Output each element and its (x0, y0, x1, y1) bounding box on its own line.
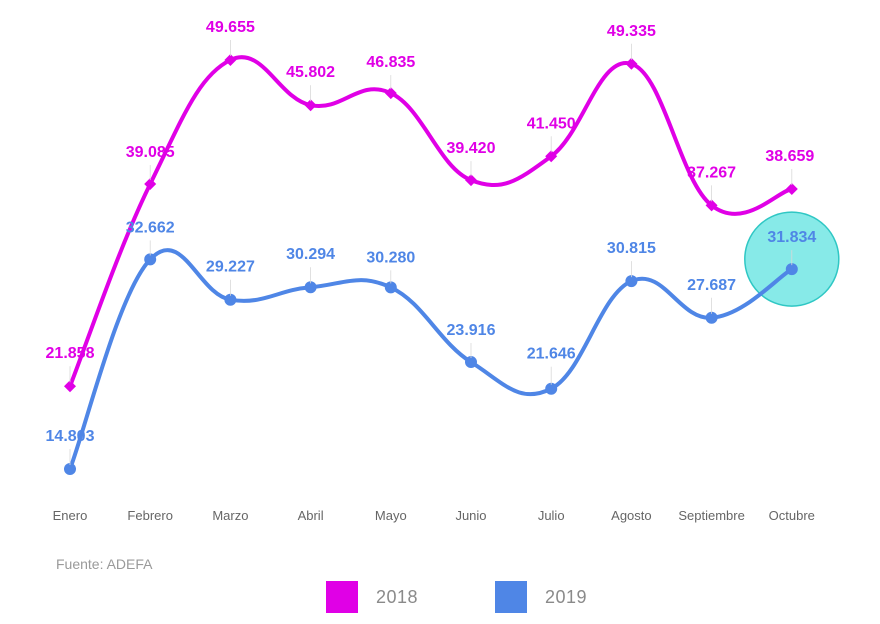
point-2019-marzo (224, 293, 237, 306)
point-2018-febrero (144, 178, 157, 191)
x-tick-label-mayo: Mayo (375, 508, 407, 523)
x-tick-label-febrero: Febrero (127, 508, 173, 523)
point-2018-abril (304, 99, 317, 112)
data-label-2018-mayo: 46.835 (366, 54, 415, 71)
data-label-2018-enero: 21.858 (46, 345, 95, 362)
point-2019-septiembre (705, 311, 718, 324)
point-2018-marzo (224, 54, 237, 66)
point-2018-junio (465, 174, 477, 187)
point-2018-mayo (384, 87, 397, 100)
series-line-2018 (68, 55, 794, 389)
data-label-2018-julio: 41.450 (527, 115, 576, 132)
data-label-2019-marzo: 29.227 (206, 259, 255, 276)
data-label-2019-abril: 30.294 (286, 246, 335, 263)
point-2018-septiembre (705, 199, 718, 212)
data-label-2019-mayo: 30.280 (366, 249, 415, 266)
legend-label-2018: 2018 (376, 586, 419, 607)
x-tick-label-abril: Abril (298, 508, 324, 523)
point-2019-febrero (144, 253, 157, 266)
legend-swatch-2019 (495, 581, 527, 613)
data-label-2018-febrero: 39.085 (126, 144, 175, 161)
data-label-2018-junio: 39.420 (447, 140, 496, 157)
point-2019-junio (465, 356, 477, 369)
point-2018-octubre (785, 183, 798, 196)
point-2018-enero (64, 380, 76, 393)
point-2019-abril (304, 281, 317, 294)
data-label-2019-septiembre: 27.687 (687, 277, 736, 294)
legend-item-2019: 2019 (495, 580, 587, 614)
data-label-2018-octubre: 38.659 (765, 148, 814, 165)
point-2019-enero (64, 463, 76, 475)
x-tick-label-agosto: Agosto (611, 508, 651, 523)
point-2019-agosto (625, 275, 638, 288)
point-2019-mayo (384, 281, 397, 294)
legend-label-2019: 2019 (545, 586, 588, 607)
series-line-2019 (68, 248, 794, 471)
point-2019-octubre (785, 263, 798, 276)
x-tick-label-marzo: Marzo (212, 508, 248, 523)
x-tick-label-enero: Enero (53, 508, 88, 523)
data-label-2018-agosto: 49.335 (607, 23, 656, 40)
data-label-2018-septiembre: 37.267 (687, 164, 736, 181)
point-2018-agosto (625, 57, 638, 70)
point-2019-julio (545, 382, 558, 395)
x-tick-label-julio: Julio (538, 508, 565, 523)
data-label-2019-octubre: 31.834 (767, 229, 816, 246)
source-note: Fuente: ADEFA (56, 556, 153, 572)
legend-item-2018: 2018 (326, 580, 418, 614)
legend-swatch-2018 (326, 581, 358, 613)
data-label-2019-agosto: 30.815 (607, 240, 656, 257)
data-label-2019-junio: 23.916 (447, 322, 496, 339)
data-label-2019-febrero: 32.662 (126, 219, 175, 236)
x-tick-label-octubre: Octubre (769, 508, 815, 523)
x-tick-label-junio: Junio (455, 508, 486, 523)
point-2018-julio (545, 150, 558, 163)
x-tick-label-septiembre: Septiembre (678, 508, 744, 523)
data-label-2019-enero: 14.803 (46, 428, 95, 445)
data-label-2018-marzo: 49.655 (206, 19, 255, 36)
data-label-2019-julio: 21.646 (527, 346, 576, 363)
data-label-2018-abril: 45.802 (286, 64, 335, 81)
